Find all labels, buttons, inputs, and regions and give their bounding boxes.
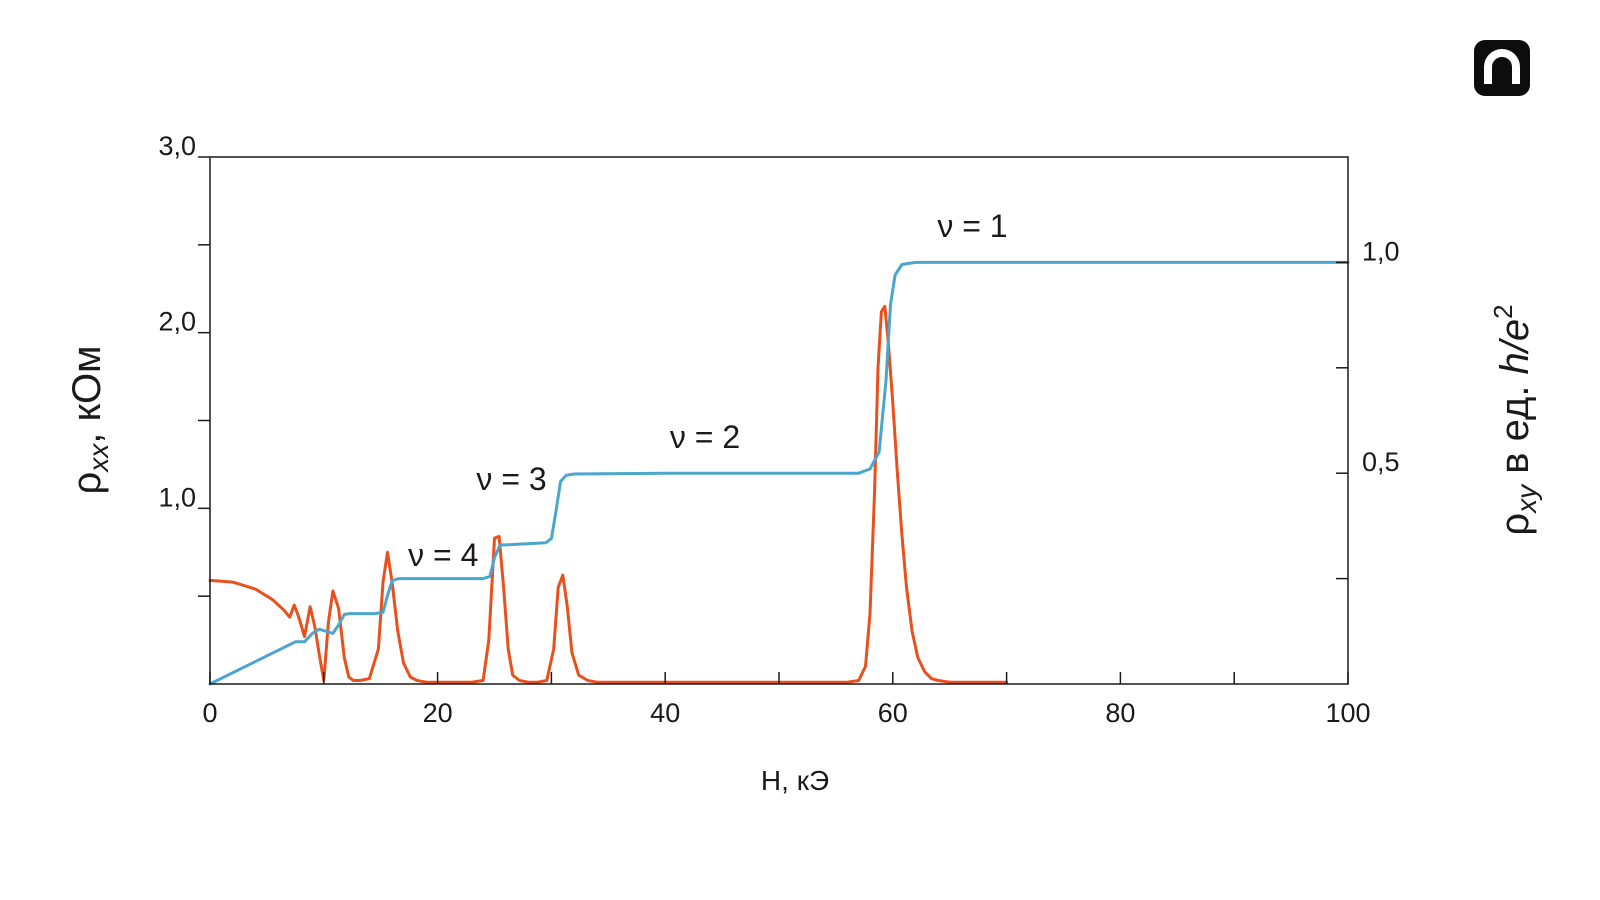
y-right-tick-label: 0,5 (1362, 447, 1400, 477)
y-left-tick-label: 1,0 (158, 482, 196, 512)
y-axis-left-label: ρxx, кОм (65, 345, 114, 494)
y-left-label-base: ρ (65, 472, 109, 495)
y-right-label-base: ρ (1493, 513, 1537, 536)
filling-factor-label: ν = 1 (937, 208, 1007, 244)
y-right-label-sup: 2 (1488, 304, 1518, 318)
x-tick-label: 80 (1105, 698, 1135, 728)
x-tick-label: 60 (878, 698, 908, 728)
y-left-tick-label: 2,0 (158, 307, 196, 337)
x-tick-label: 100 (1325, 698, 1370, 728)
filling-factor-label: ν = 3 (476, 461, 546, 497)
y-right-label-sub: xy (1511, 483, 1542, 515)
y-left-label-sub: xx (83, 443, 114, 474)
plot-area (208, 260, 1350, 686)
filling-factor-annotations: ν = 4 ν = 3 ν = 2 ν = 1 (408, 208, 1007, 573)
filling-factor-label: ν = 2 (670, 419, 740, 455)
x-axis-label: H, кЭ (761, 765, 829, 796)
x-tick-label: 40 (650, 698, 680, 728)
series-line-rho-xy (208, 260, 1350, 686)
y-left-label-rest: , кОм (65, 345, 109, 443)
x-tick-label: 20 (423, 698, 453, 728)
y-left-tick-label: 3,0 (158, 131, 196, 161)
y-right-tick-label: 1,0 (1362, 236, 1400, 266)
x-tick-label: 0 (202, 698, 217, 728)
y-right-label-italic: h/e (1493, 319, 1537, 375)
axes (198, 156, 1349, 685)
y-right-label-rest: в ед. (1493, 374, 1537, 484)
publisher-logo-icon (1474, 40, 1530, 96)
series-line-rho-xx (208, 304, 1009, 684)
tick-labels: 0 20 40 60 80 100 1,0 2,0 3,0 0,5 1,0 (158, 131, 1399, 728)
y-axis-right-label: ρxy в ед. h/e2 (1488, 304, 1542, 535)
filling-factor-label: ν = 4 (408, 537, 478, 573)
